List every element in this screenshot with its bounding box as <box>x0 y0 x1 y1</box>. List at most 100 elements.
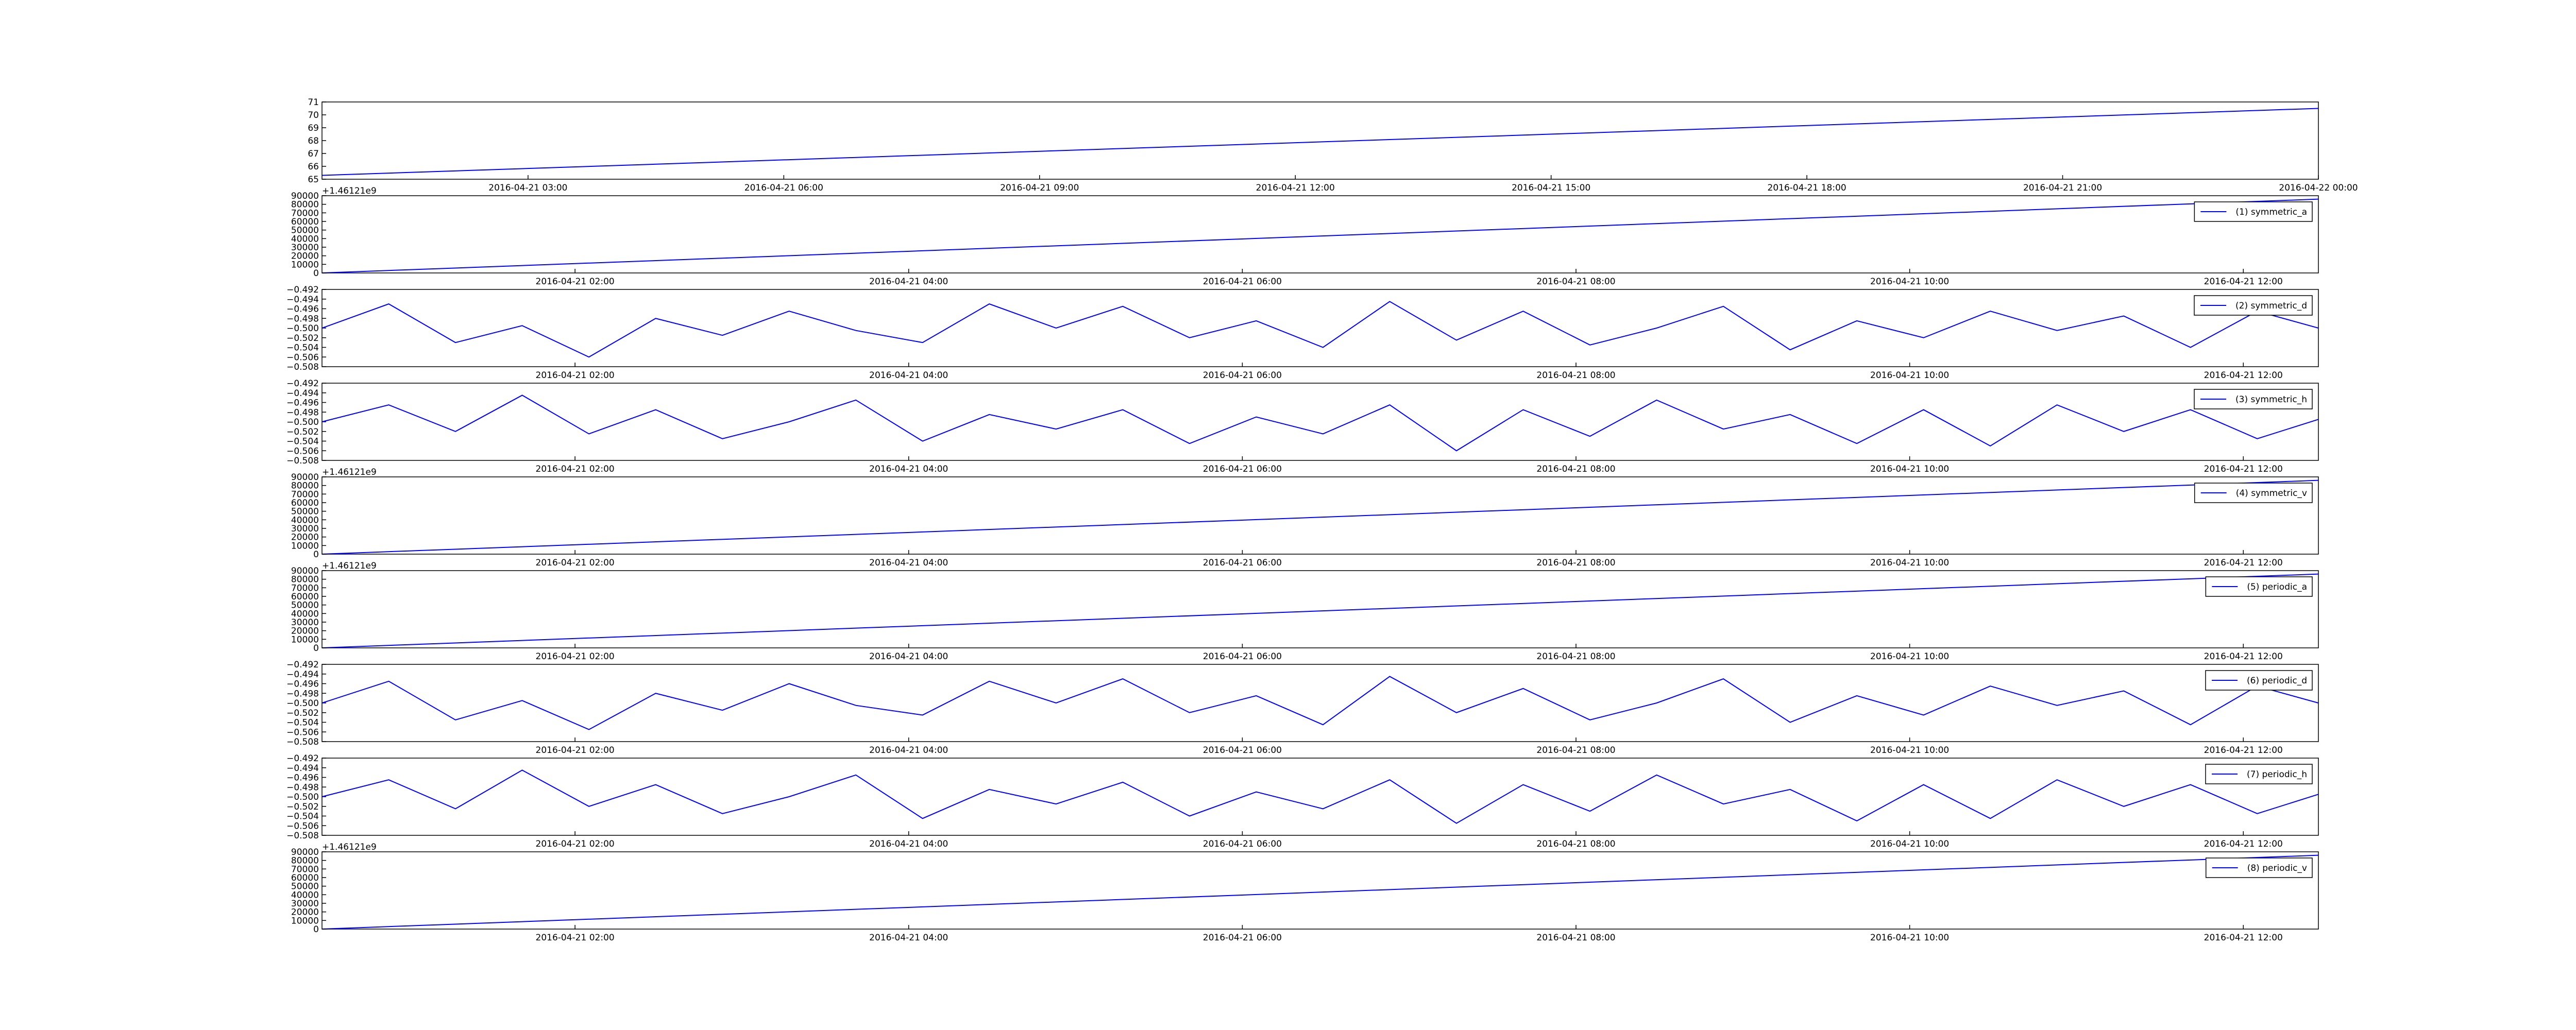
x-tick-label: 2016-04-21 04:00 <box>869 464 948 474</box>
y-tick-label: 10000 <box>291 916 319 926</box>
axes-frame <box>321 664 2319 742</box>
y-tick-label: 0 <box>313 268 319 279</box>
axes-frame <box>321 289 2319 367</box>
x-tick-label: 2016-04-21 12:00 <box>2204 464 2283 474</box>
x-tick-label: 2016-04-21 06:00 <box>1203 277 1282 287</box>
subplot: 0100002000030000400005000060000700008000… <box>291 186 2319 287</box>
x-tick-label: 2016-04-21 06:00 <box>1203 651 1282 662</box>
y-tick-label: −0.494 <box>286 295 319 305</box>
x-tick-label: 2016-04-21 04:00 <box>869 558 948 568</box>
x-tick-label: 2016-04-21 04:00 <box>869 277 948 287</box>
y-tick-label: −0.496 <box>286 773 319 783</box>
x-tick-label: 2016-04-21 12:00 <box>1256 183 1335 193</box>
y-tick-label: −0.500 <box>286 323 319 334</box>
y-tick-label: 30000 <box>291 524 319 534</box>
y-tick-label: 50000 <box>291 600 319 611</box>
y-tick-label: 70000 <box>291 864 319 874</box>
y-tick-label: 66 <box>308 162 319 172</box>
axes-frame <box>321 851 2319 930</box>
x-tick-label: 2016-04-21 10:00 <box>1870 558 1949 568</box>
axes-frame <box>321 383 2319 461</box>
series-line <box>321 108 2319 176</box>
y-tick-label: −0.496 <box>286 398 319 408</box>
y-tick-label: 20000 <box>291 533 319 543</box>
y-tick-label: −0.504 <box>286 343 319 353</box>
y-tick-label: −0.498 <box>286 782 319 793</box>
x-tick-label: 2016-04-21 06:00 <box>1203 370 1282 381</box>
x-tick-label: 2016-04-21 08:00 <box>1536 464 1615 474</box>
y-tick-label: −0.492 <box>286 753 319 764</box>
y-tick-label: −0.502 <box>286 802 319 812</box>
y-tick-label: 80000 <box>291 575 319 585</box>
subplot: 0100002000030000400005000060000700008000… <box>291 842 2319 943</box>
axes-frame <box>321 476 2319 555</box>
legend: (2) symmetric_d <box>2194 295 2313 316</box>
y-tick-label: 60000 <box>291 873 319 883</box>
y-tick-label: 0 <box>313 550 319 560</box>
y-tick-label: −0.500 <box>286 792 319 802</box>
y-tick-label: 30000 <box>291 617 319 628</box>
legend: (1) symmetric_a <box>2194 201 2313 222</box>
y-tick-label: −0.508 <box>286 737 319 747</box>
x-tick-label: 2016-04-21 04:00 <box>869 933 948 943</box>
x-tick-label: 2016-04-21 15:00 <box>1512 183 1590 193</box>
y-tick-label: 70000 <box>291 208 319 218</box>
y-tick-label: −0.506 <box>286 821 319 831</box>
x-tick-label: 2016-04-21 10:00 <box>1870 745 1949 756</box>
series-line <box>321 479 2319 555</box>
y-tick-label: 50000 <box>291 882 319 892</box>
legend-label: (8) periodic_v <box>2247 863 2307 873</box>
x-tick-label: 2016-04-21 02:00 <box>536 464 615 474</box>
y-tick-label: −0.500 <box>286 417 319 427</box>
series-line <box>321 394 2319 452</box>
axes-frame <box>321 195 2319 273</box>
legend-label: (4) symmetric_v <box>2236 488 2307 499</box>
y-tick-label: 60000 <box>291 592 319 602</box>
x-tick-label: 2016-04-21 02:00 <box>536 558 615 568</box>
legend-label: (2) symmetric_d <box>2235 301 2307 311</box>
offset-text: +1.46121e9 <box>322 467 377 477</box>
x-tick-label: 2016-04-21 06:00 <box>744 183 823 193</box>
x-tick-label: 2016-04-21 10:00 <box>1870 464 1949 474</box>
y-tick-label: −0.494 <box>286 763 319 774</box>
y-tick-label: 69 <box>308 123 319 133</box>
legend: (7) periodic_h <box>2205 764 2313 784</box>
x-tick-label: 2016-04-21 10:00 <box>1870 933 1949 943</box>
y-tick-label: 40000 <box>291 234 319 244</box>
y-tick-label: −0.506 <box>286 446 319 456</box>
x-tick-label: 2016-04-21 08:00 <box>1536 745 1615 756</box>
y-tick-label: 20000 <box>291 626 319 637</box>
y-tick-label: −0.496 <box>286 679 319 690</box>
x-tick-label: 2016-04-21 08:00 <box>1536 933 1615 943</box>
y-tick-label: −0.502 <box>286 708 319 718</box>
legend: (5) periodic_a <box>2205 576 2313 597</box>
y-tick-label: 71 <box>308 97 319 108</box>
y-tick-label: 67 <box>308 149 319 159</box>
y-tick-label: 80000 <box>291 856 319 866</box>
series-line <box>321 854 2319 930</box>
legend-label: (7) periodic_h <box>2247 769 2307 780</box>
subplot: 0100002000030000400005000060000700008000… <box>291 561 2319 662</box>
x-tick-label: 2016-04-21 06:00 <box>1203 839 1282 849</box>
y-tick-label: 70000 <box>291 489 319 500</box>
y-tick-label: 65 <box>308 175 319 185</box>
y-tick-label: 30000 <box>291 243 319 253</box>
series-line <box>321 769 2319 824</box>
y-tick-label: 90000 <box>291 472 319 483</box>
x-tick-label: 2016-04-21 12:00 <box>2204 558 2283 568</box>
x-tick-label: 2016-04-21 06:00 <box>1203 745 1282 756</box>
legend-label: (3) symmetric_h <box>2235 394 2307 405</box>
x-tick-label: 2016-04-21 10:00 <box>1870 277 1949 287</box>
x-tick-label: 2016-04-21 04:00 <box>869 839 948 849</box>
y-tick-label: 0 <box>313 924 319 935</box>
x-tick-label: 2016-04-21 18:00 <box>1768 183 1846 193</box>
y-tick-label: −0.498 <box>286 407 319 418</box>
legend: (4) symmetric_v <box>2194 483 2313 503</box>
x-tick-label: 2016-04-21 12:00 <box>2204 651 2283 662</box>
x-tick-label: 2016-04-21 06:00 <box>1203 464 1282 474</box>
x-tick-label: 2016-04-21 09:00 <box>1000 183 1079 193</box>
x-tick-label: 2016-04-21 08:00 <box>1536 558 1615 568</box>
y-tick-label: 50000 <box>291 507 319 517</box>
y-tick-label: 20000 <box>291 907 319 918</box>
